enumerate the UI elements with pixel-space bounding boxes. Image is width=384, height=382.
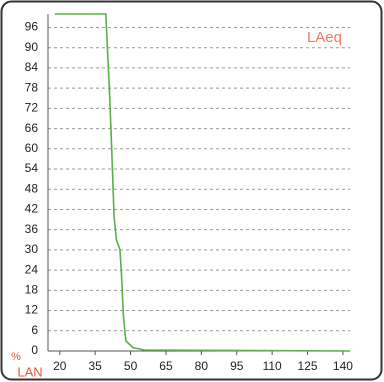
y-axis-label: % [11,351,21,363]
y-tick-label: 84 [25,60,39,74]
y-tick-label: 48 [25,181,39,195]
y-tick-label: 66 [25,121,39,135]
legend-label: LAeq [307,29,342,46]
y-tick-label: 60 [25,141,39,155]
x-tick-label: 20 [53,359,67,373]
y-tick-label: 0 [31,343,38,357]
y-tick-label: 72 [25,101,39,115]
y-tick-label: 42 [25,202,39,216]
y-tick-label: 6 [31,323,38,337]
y-tick-label: 12 [25,303,39,317]
x-tick-label: 35 [89,359,103,373]
y-tick-label: 18 [25,283,39,297]
data-line [54,13,351,352]
y-tick-label: 90 [25,40,39,54]
y-tick-label: 24 [25,262,39,276]
x-tick-label: 50 [124,359,138,373]
x-tick-label: 110 [263,359,282,373]
x-tick-label: 125 [298,359,318,373]
y-tick-label: 78 [25,80,39,94]
x-axis-label: LAN [17,364,42,379]
y-tick-label: 96 [25,20,39,34]
x-tick-label: 80 [195,359,209,373]
y-tick-label: 36 [25,222,39,236]
x-tick-label: 95 [230,359,244,373]
y-tick-label: 30 [25,242,39,256]
x-tick-label: 65 [159,359,173,373]
y-tick-label: 54 [25,161,39,175]
x-tick-label: 140 [333,359,353,373]
